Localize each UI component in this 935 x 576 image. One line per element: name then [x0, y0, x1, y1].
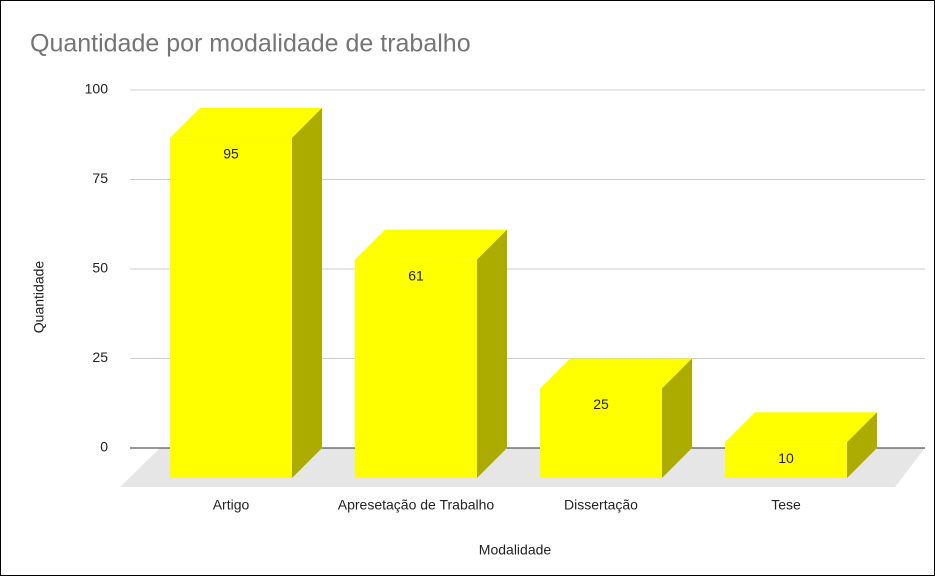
x-tick-label: Apresetação de Trabalho	[338, 497, 495, 513]
y-tick-label: 75	[92, 170, 108, 186]
chart-title: Quantidade por modalidade de trabalho	[30, 30, 471, 58]
data-label: 10	[778, 450, 794, 466]
data-label: 61	[408, 267, 424, 283]
y-axis-label: Quantidade	[31, 261, 47, 334]
bar-side	[477, 229, 507, 478]
x-tick-label: Artigo	[213, 497, 250, 513]
bar-top	[540, 358, 692, 389]
y-tick-label: 50	[92, 260, 108, 276]
y-tick-label: 25	[92, 349, 108, 365]
x-tick-label: Dissertação	[564, 497, 638, 513]
bar	[725, 442, 847, 478]
x-tick-label: Tese	[771, 497, 801, 513]
bar-side	[292, 107, 322, 479]
bar	[355, 259, 477, 478]
bar-top	[725, 412, 877, 443]
data-label: 95	[223, 146, 239, 162]
bar-side	[662, 358, 692, 478]
floor	[120, 448, 925, 487]
bar	[540, 388, 662, 478]
x-axis-label: Modalidade	[479, 542, 552, 558]
y-tick-label: 0	[100, 439, 108, 455]
y-tick-label: 100	[85, 81, 109, 97]
bar-top	[170, 107, 322, 138]
data-label: 25	[593, 396, 609, 412]
bar-top	[355, 229, 507, 260]
bar	[170, 137, 292, 478]
bar-side	[847, 412, 877, 478]
